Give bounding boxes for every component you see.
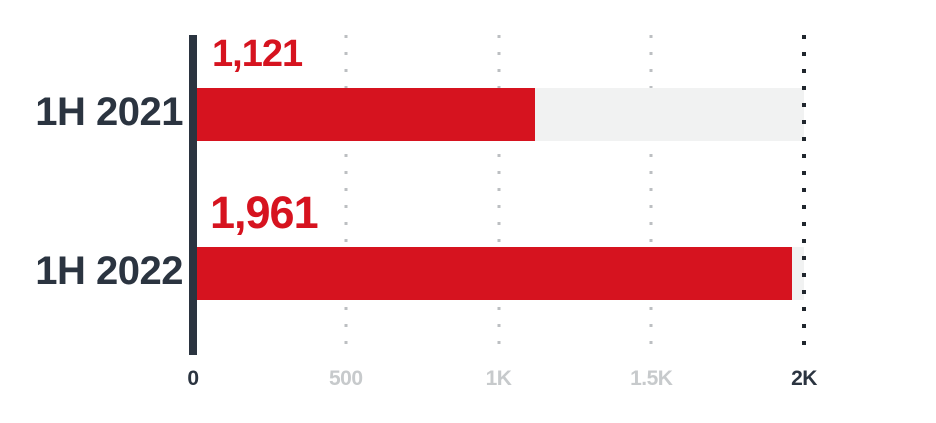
gridline-1K — [497, 35, 500, 355]
bar-row — [193, 88, 804, 141]
gridline-2K — [802, 35, 806, 355]
plot-area: 1,121 1,961 — [193, 33, 806, 355]
bar-fill — [193, 88, 536, 141]
value-label: 1,961 — [210, 187, 319, 238]
x-tick-label: 2K — [791, 367, 817, 390]
x-tick-label: 1.5K — [630, 367, 673, 390]
bar-row — [193, 247, 804, 300]
category-label: 1H 2021 — [35, 90, 183, 134]
x-axis-ticks: 0 500 1K 1.5K 2K — [187, 367, 817, 398]
gridline-1.5K — [649, 35, 653, 355]
y-axis-line — [189, 35, 197, 355]
category-labels: 1H 2021 1H 2022 — [0, 0, 184, 423]
category-label: 1H 2022 — [35, 249, 183, 293]
x-tick-label: 0 — [187, 367, 199, 390]
value-label: 1,121 — [212, 33, 303, 75]
x-tick-label: 500 — [328, 367, 363, 390]
bar-fill — [193, 247, 793, 300]
gridline-500 — [344, 35, 348, 355]
x-tick-label: 1K — [485, 367, 512, 390]
